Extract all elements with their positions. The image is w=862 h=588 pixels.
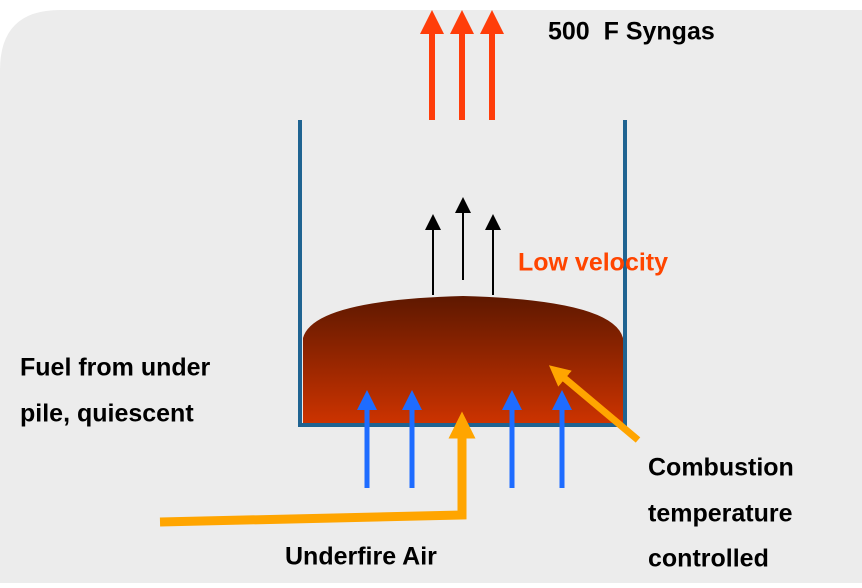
low-velocity-arrows (425, 197, 501, 295)
fuel-label: Fuel from under (20, 354, 211, 382)
combustion-label: controlled (648, 545, 769, 573)
syngas-label: 500 F Syngas (548, 18, 715, 46)
temperature-arrow (548, 365, 641, 443)
combustion-label: Combustion (648, 454, 794, 482)
background (0, 10, 862, 583)
low-velocity-label: Low velocity (518, 249, 668, 277)
combustion-label: temperature (648, 500, 793, 528)
fuel-label: pile, quiescent (20, 400, 194, 428)
underfire-label: Underfire Air (285, 543, 437, 571)
fuel-pile (303, 296, 623, 423)
underfire-arrow (159, 411, 476, 527)
syngas-arrows (420, 10, 504, 120)
air-arrows (357, 390, 572, 488)
